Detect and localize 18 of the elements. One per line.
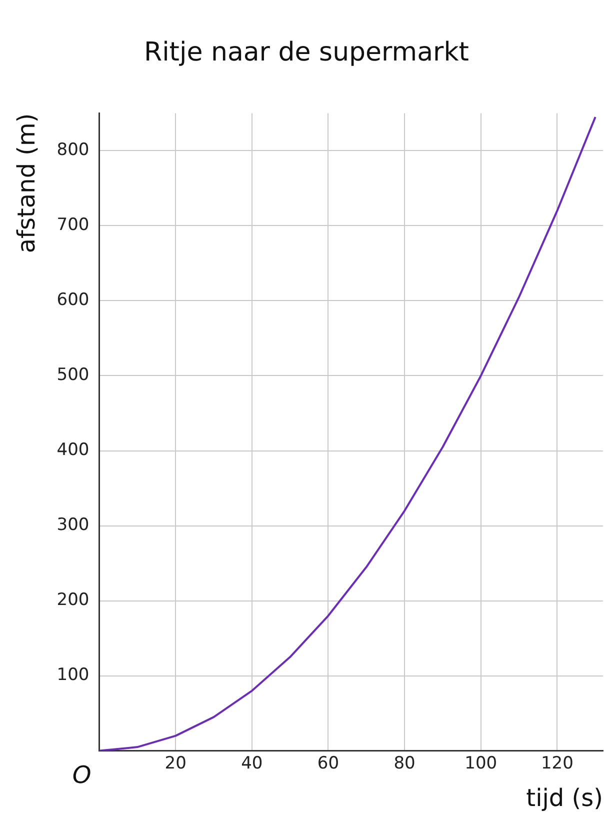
y-tick-label: 200 — [56, 590, 90, 610]
x-tick-label: 60 — [317, 753, 340, 774]
y-tick-label: 500 — [56, 365, 90, 386]
y-tick-label: 100 — [56, 665, 90, 686]
text: O — [72, 761, 92, 790]
x-tick-label: 20 — [164, 753, 186, 774]
y-axis-title: afstand (m) — [12, 113, 41, 254]
x-axis-title: tijd (s) — [526, 784, 603, 812]
y-tick-label: 400 — [56, 440, 90, 460]
x-tick-label: 120 — [540, 753, 574, 774]
x-tick-label: 100 — [464, 753, 498, 774]
y-tick-label: 300 — [56, 515, 90, 536]
y-tick-label: 800 — [56, 140, 90, 160]
x-tick-label: 80 — [394, 753, 416, 774]
y-tick-label: 600 — [56, 290, 90, 310]
chart-title: Ritje naar de supermarkt — [144, 37, 469, 68]
y-tick-label: 700 — [56, 215, 90, 236]
x-tick-label: 40 — [241, 753, 263, 774]
